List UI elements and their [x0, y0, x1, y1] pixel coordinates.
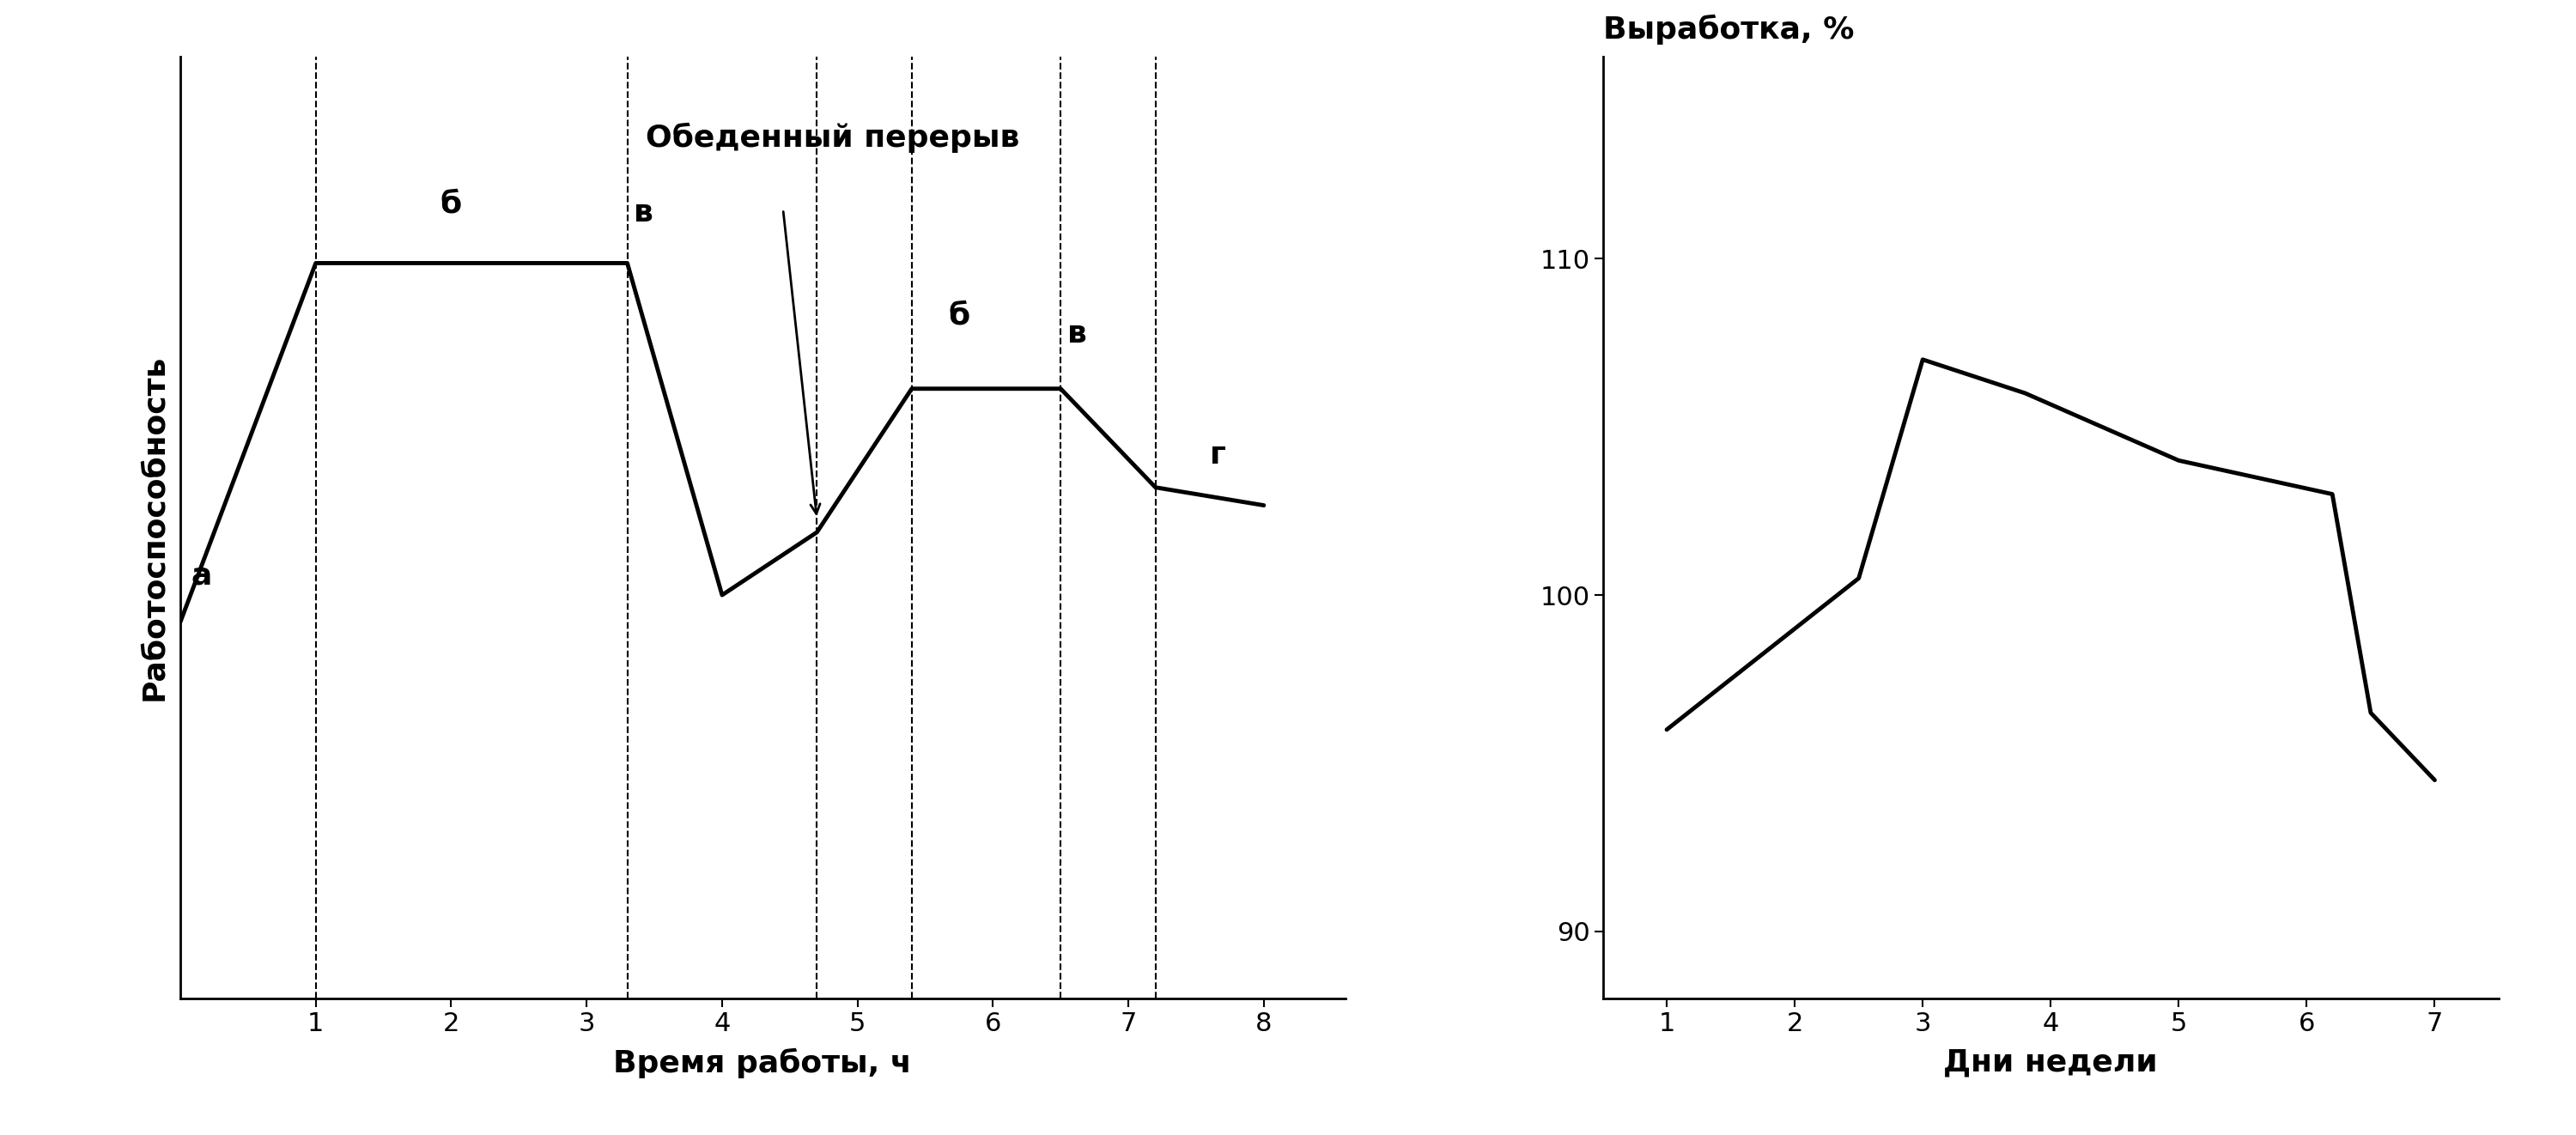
Text: в: в [634, 197, 654, 227]
Text: б: б [440, 190, 461, 218]
Y-axis label: Работоспособность: Работоспособность [139, 354, 167, 701]
Text: Выработка, %: Выработка, % [1602, 15, 1855, 45]
X-axis label: Время работы, ч: Время работы, ч [613, 1048, 912, 1078]
Text: г: г [1211, 440, 1226, 470]
Text: а: а [191, 562, 211, 590]
Text: б: б [948, 301, 971, 330]
X-axis label: Дни недели: Дни недели [1942, 1048, 2159, 1077]
Text: в: в [1066, 319, 1087, 348]
Text: Обеденный перерыв: Обеденный перерыв [647, 123, 1020, 153]
